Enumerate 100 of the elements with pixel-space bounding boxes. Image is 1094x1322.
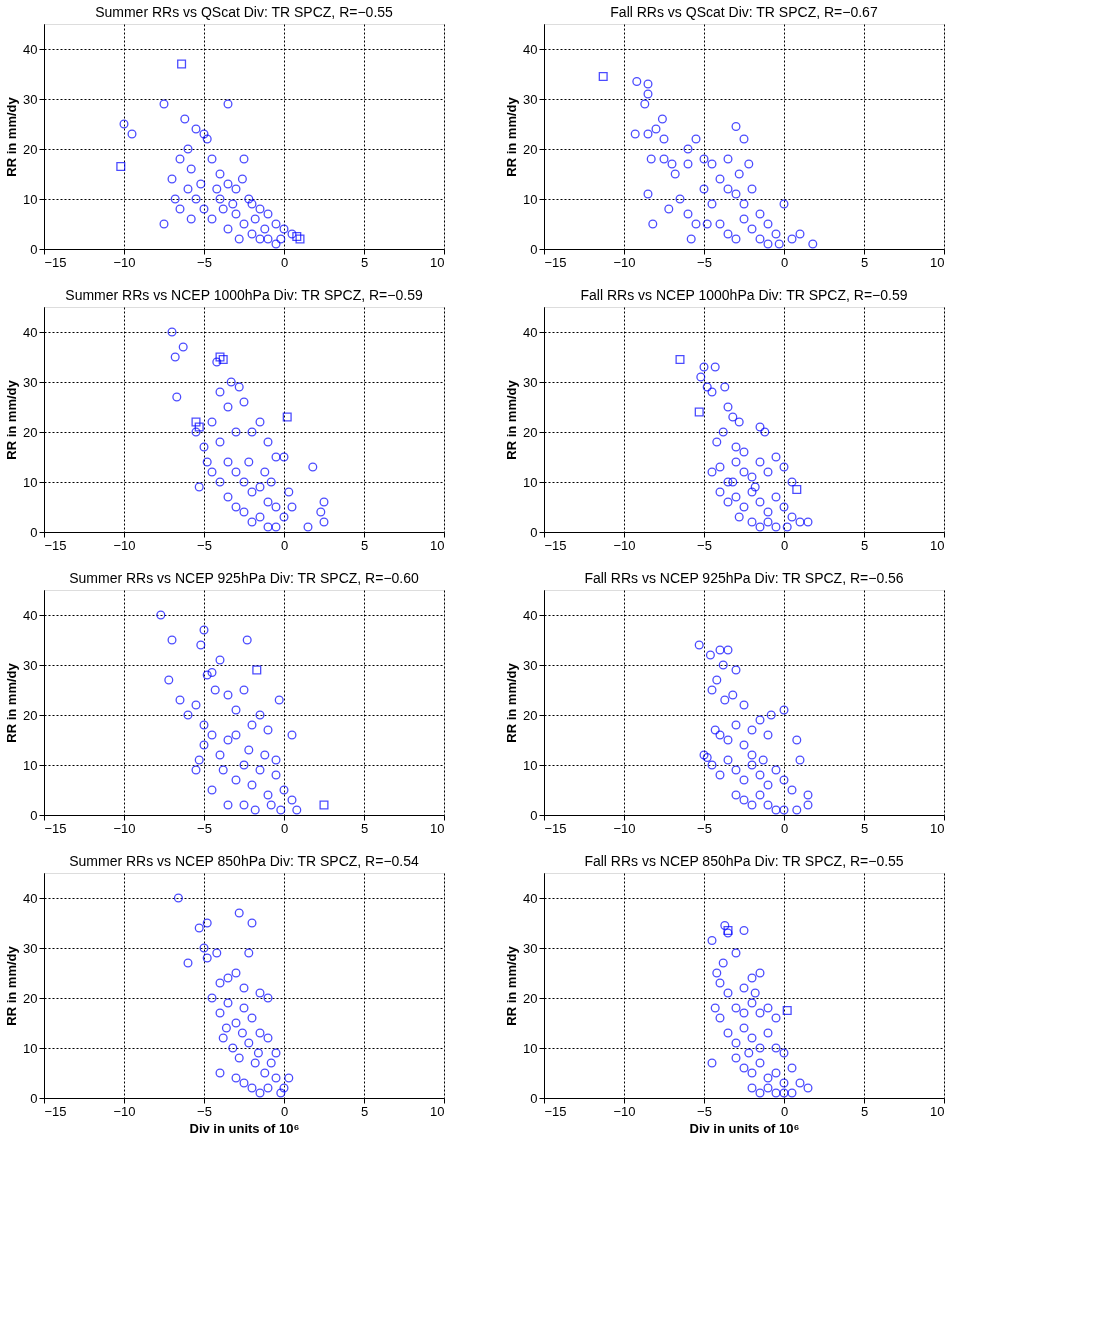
x-tick-label: −15 [544, 537, 567, 553]
x-tick-label: −15 [44, 820, 67, 836]
y-tick-label: 0 [30, 807, 38, 823]
y-axis-title: RR in mm/dy [504, 662, 520, 743]
x-tick-label: 10 [430, 1103, 445, 1119]
y-tick-label: 20 [523, 990, 538, 1006]
x-tick-label: −15 [44, 254, 67, 270]
chart-title: Fall RRs vs NCEP 1000hPa Div: TR SPCZ, R=−0.59 [580, 287, 908, 303]
y-tick-label: 0 [30, 524, 38, 540]
y-tick-label: 0 [530, 524, 538, 540]
x-tick-label: 0 [280, 254, 289, 270]
y-axis-title: RR in mm/dy [504, 96, 520, 177]
y-axis-title: RR in mm/dy [4, 96, 20, 177]
x-tick-label: 0 [780, 537, 789, 553]
x-tick-label: −15 [544, 254, 567, 270]
y-tick-label: 40 [23, 41, 38, 57]
y-axis-title: RR in mm/dy [4, 945, 20, 1026]
y-tick-label: 0 [530, 241, 538, 257]
y-tick-label: 10 [523, 1040, 538, 1056]
chart-title: Summer RRs vs QScat Div: TR SPCZ, R=−0.55 [95, 4, 394, 20]
x-tick-label: 5 [860, 254, 869, 270]
y-tick-label: 40 [523, 607, 538, 623]
x-tick-label: −10 [113, 537, 136, 553]
x-tick-label: 10 [930, 254, 945, 270]
x-tick-label: 10 [930, 1103, 945, 1119]
y-tick-label: 40 [523, 41, 538, 57]
x-tick-label: 0 [780, 254, 789, 270]
y-tick-label: 0 [530, 807, 538, 823]
y-tick-label: 20 [23, 141, 38, 157]
y-tick-label: 10 [523, 757, 538, 773]
x-tick-label: −10 [113, 820, 136, 836]
x-tick-label: −15 [544, 820, 567, 836]
y-tick-label: 20 [523, 707, 538, 723]
x-tick-label: 5 [860, 537, 869, 553]
y-axis-title: RR in mm/dy [504, 945, 520, 1026]
x-tick-label: 0 [280, 820, 289, 836]
y-tick-label: 40 [23, 324, 38, 340]
y-tick-label: 30 [523, 940, 538, 956]
x-tick-label: −5 [197, 537, 212, 553]
x-tick-label: 5 [860, 1103, 869, 1119]
x-tick-label: −10 [613, 820, 636, 836]
y-tick-label: 30 [23, 940, 38, 956]
x-tick-label: 10 [430, 254, 445, 270]
x-tick-label: −10 [613, 537, 636, 553]
x-tick-label: 0 [780, 1103, 789, 1119]
y-tick-label: 30 [523, 374, 538, 390]
y-tick-label: 0 [30, 1090, 38, 1106]
y-tick-label: 10 [523, 191, 538, 207]
x-tick-label: 5 [360, 254, 369, 270]
x-tick-label: −5 [197, 254, 212, 270]
chart-title: Summer RRs vs NCEP 1000hPa Div: TR SPCZ, R=−0.59 [65, 287, 423, 303]
y-axis-title: RR in mm/dy [4, 379, 20, 460]
x-tick-label: 10 [430, 820, 445, 836]
y-tick-label: 30 [523, 91, 538, 107]
chart-title: Summer RRs vs NCEP 850hPa Div: TR SPCZ, R=−0.54 [69, 853, 420, 869]
y-tick-label: 10 [523, 474, 538, 490]
x-tick-label: −10 [613, 254, 636, 270]
y-tick-label: 20 [23, 424, 38, 440]
y-tick-label: 10 [23, 1040, 38, 1056]
chart-title: Fall RRs vs QScat Div: TR SPCZ, R=−0.67 [610, 4, 878, 20]
x-tick-label: 5 [360, 537, 369, 553]
y-tick-label: 40 [23, 890, 38, 906]
chart-title: Fall RRs vs NCEP 925hPa Div: TR SPCZ, R=−0.56 [584, 570, 904, 586]
y-tick-label: 10 [23, 191, 38, 207]
x-tick-label: −15 [44, 537, 67, 553]
x-tick-label: 5 [360, 1103, 369, 1119]
y-tick-label: 0 [30, 241, 38, 257]
y-tick-label: 30 [23, 91, 38, 107]
x-axis-title: Div in units of 10⁶ [189, 1120, 300, 1136]
x-tick-label: 0 [280, 1103, 289, 1119]
x-tick-label: −5 [697, 254, 712, 270]
y-tick-label: 20 [523, 141, 538, 157]
x-tick-label: 0 [280, 537, 289, 553]
y-tick-label: 40 [523, 890, 538, 906]
chart-title: Fall RRs vs NCEP 850hPa Div: TR SPCZ, R=−0.55 [584, 853, 904, 869]
x-tick-label: 10 [930, 820, 945, 836]
x-tick-label: 0 [780, 820, 789, 836]
y-tick-label: 40 [523, 324, 538, 340]
y-tick-label: 30 [523, 657, 538, 673]
x-tick-label: −5 [197, 1103, 212, 1119]
y-tick-label: 20 [523, 424, 538, 440]
chart-title: Summer RRs vs NCEP 925hPa Div: TR SPCZ, R=−0.60 [69, 570, 420, 586]
x-tick-label: 5 [360, 820, 369, 836]
x-tick-label: 5 [860, 820, 869, 836]
x-tick-label: −5 [197, 820, 212, 836]
y-tick-label: 30 [23, 657, 38, 673]
x-tick-label: −15 [44, 1103, 67, 1119]
y-tick-label: 10 [23, 757, 38, 773]
y-tick-label: 10 [23, 474, 38, 490]
x-tick-label: −15 [544, 1103, 567, 1119]
x-tick-label: −10 [113, 254, 136, 270]
x-tick-label: 10 [430, 537, 445, 553]
y-tick-label: 30 [23, 374, 38, 390]
x-tick-label: −5 [697, 537, 712, 553]
y-tick-label: 0 [530, 1090, 538, 1106]
x-axis-title: Div in units of 10⁶ [689, 1120, 800, 1136]
y-tick-label: 20 [23, 707, 38, 723]
y-tick-label: 40 [23, 607, 38, 623]
y-tick-label: 20 [23, 990, 38, 1006]
y-axis-title: RR in mm/dy [504, 379, 520, 460]
